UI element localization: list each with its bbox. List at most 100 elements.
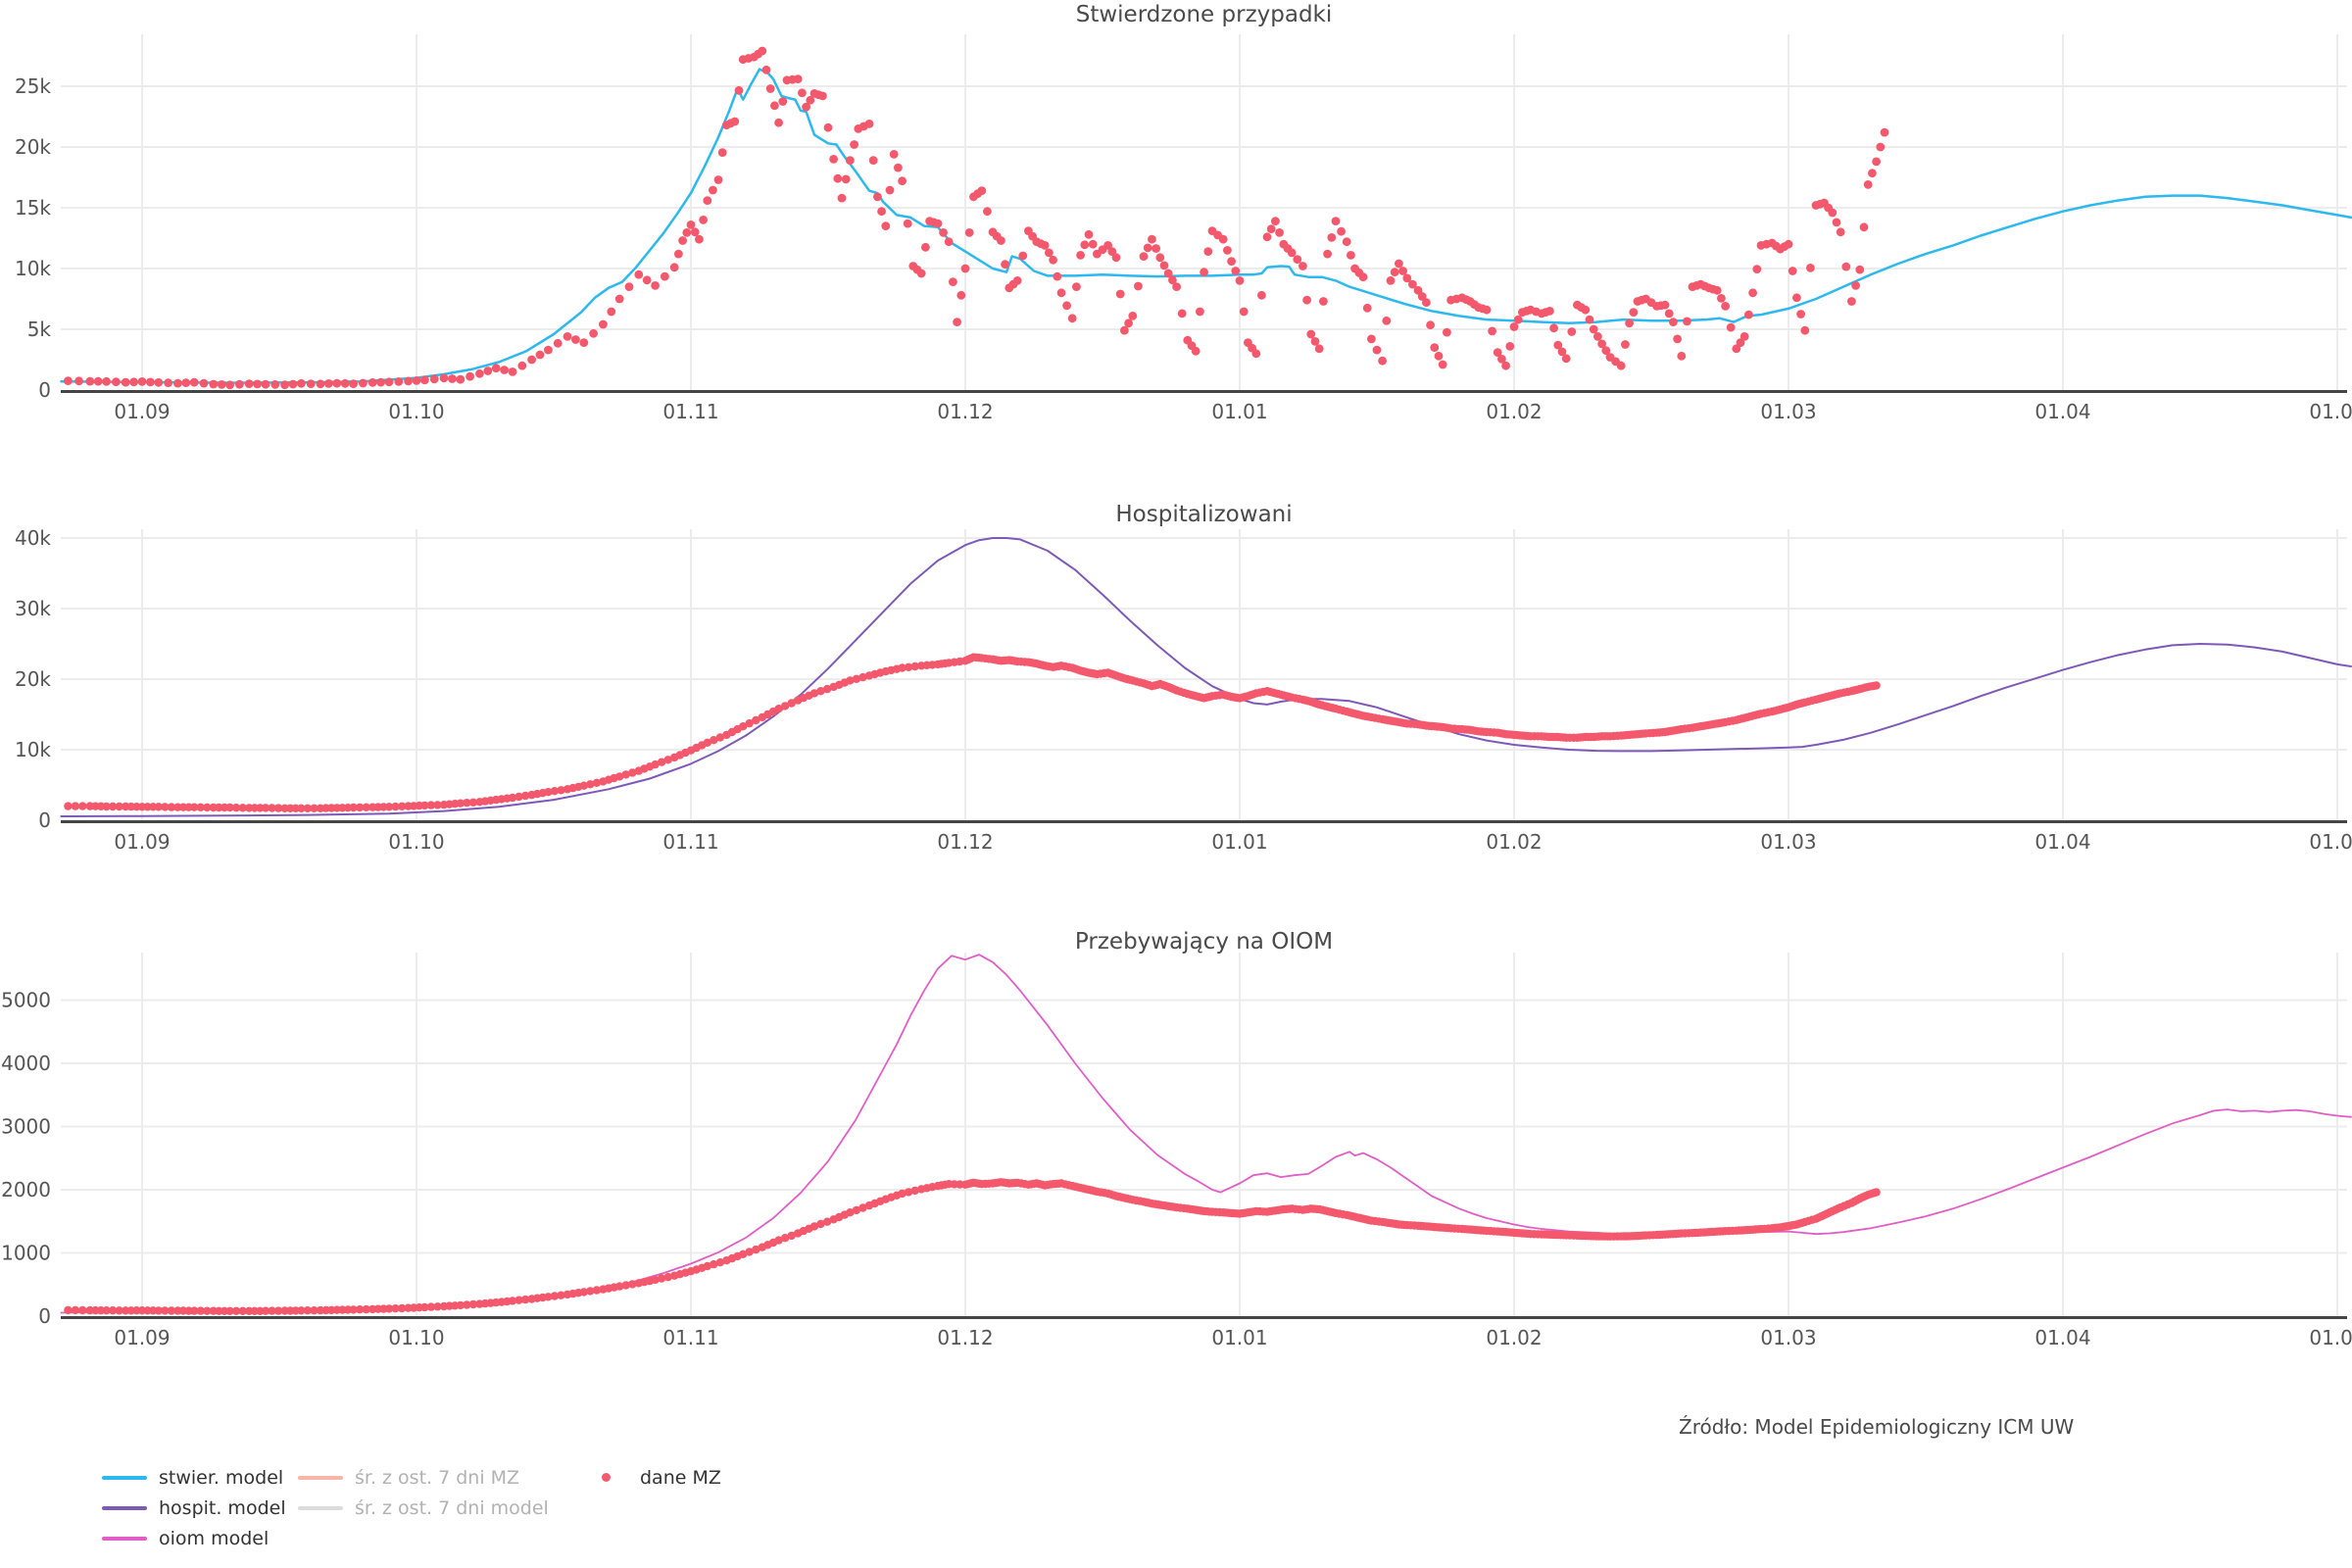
data-point — [550, 787, 560, 796]
legend-item-label: oiom model — [159, 1527, 270, 1549]
data-point — [903, 219, 912, 228]
data-point — [1438, 360, 1447, 369]
data-point — [939, 228, 948, 237]
data-point — [74, 376, 83, 386]
x-tick-label: 01.12 — [937, 830, 993, 854]
data-point — [904, 662, 913, 671]
data-point — [770, 101, 779, 111]
data-point — [822, 1217, 832, 1226]
data-point — [1398, 267, 1407, 275]
data-point — [1872, 1188, 1881, 1197]
x-tick-label: 01.09 — [114, 1326, 170, 1349]
data-point — [898, 176, 906, 186]
data-point — [1497, 355, 1506, 364]
data-point — [557, 786, 565, 795]
data-point — [303, 804, 313, 812]
data-point — [527, 355, 536, 365]
data-point — [71, 1305, 80, 1315]
legend-item-stwier-model[interactable]: stwier. model — [102, 1462, 298, 1493]
data-point — [1784, 239, 1793, 249]
data-point — [181, 378, 191, 387]
data-point — [1337, 226, 1346, 236]
data-point — [841, 174, 851, 184]
legend-dot-swatch — [602, 1473, 611, 1482]
data-point — [235, 379, 244, 389]
data-point — [420, 1302, 429, 1312]
data-point — [1581, 305, 1591, 315]
data-point — [1545, 307, 1554, 316]
x-tick-label: 01.11 — [662, 830, 718, 854]
data-point — [1621, 340, 1630, 349]
legend-line-swatch — [102, 1505, 147, 1510]
data-point — [517, 361, 527, 370]
y-tick-label: 10k — [15, 738, 51, 761]
x-tick-label: 01.09 — [114, 400, 170, 423]
legend-item-hospit-model[interactable]: hospit. model — [102, 1493, 298, 1523]
data-point — [1482, 305, 1492, 315]
data-point — [739, 722, 748, 731]
data-point — [1084, 229, 1094, 239]
data-point — [1134, 281, 1143, 291]
data-point — [1509, 322, 1519, 331]
x-tick-label: 01.05 — [2309, 830, 2352, 854]
data-point — [456, 799, 465, 808]
data-point — [231, 1306, 241, 1316]
data-point — [579, 781, 588, 790]
data-point — [203, 803, 212, 812]
data-point — [64, 1305, 73, 1315]
data-point — [225, 803, 234, 812]
data-point — [699, 216, 708, 224]
data-point — [628, 768, 637, 777]
x-tick-label: 01.05 — [2309, 1326, 2352, 1349]
data-point — [1275, 228, 1284, 237]
data-point — [1561, 354, 1571, 364]
data-point — [910, 662, 919, 671]
data-point — [384, 803, 394, 811]
data-point — [864, 120, 874, 128]
data-point — [1111, 253, 1121, 263]
data-point — [752, 1245, 760, 1254]
data-point — [833, 173, 843, 183]
data-point — [112, 377, 121, 387]
data-point — [189, 377, 199, 387]
data-point — [1088, 239, 1098, 249]
data-point — [715, 733, 725, 742]
y-tick-label: 0 — [38, 1304, 51, 1328]
data-point — [1358, 272, 1368, 282]
data-point — [297, 1306, 306, 1315]
data-point — [1056, 288, 1066, 298]
data-point — [774, 1236, 783, 1245]
data-point — [1395, 259, 1403, 269]
x-tick-label: 01.09 — [114, 830, 170, 854]
data-point — [391, 1304, 400, 1313]
dane-mz-dots — [64, 46, 1889, 390]
data-point — [1557, 347, 1567, 357]
data-point — [717, 148, 727, 158]
data-point — [1629, 308, 1639, 317]
data-point — [1430, 343, 1440, 352]
data-point — [822, 684, 832, 694]
data-point — [761, 65, 771, 74]
data-point — [368, 378, 377, 387]
data-point — [1386, 276, 1396, 285]
data-point — [1872, 157, 1881, 167]
legend-item--r-z-ost-7-dni-model[interactable]: śr. z ost. 7 dni model — [298, 1493, 584, 1523]
data-point — [816, 1219, 825, 1229]
data-point — [1152, 244, 1160, 253]
legend-item--r-z-ost-7-dni-mz[interactable]: śr. z ost. 7 dni MZ — [298, 1462, 584, 1493]
data-point — [167, 803, 176, 811]
legend-item-dane-mz[interactable]: dane MZ — [584, 1462, 721, 1493]
x-tick-label: 01.03 — [1760, 1326, 1816, 1349]
x-tick-label: 01.02 — [1486, 1326, 1542, 1349]
data-point — [1806, 264, 1815, 272]
legend-item-oiom-model[interactable]: oiom model — [102, 1523, 298, 1553]
data-point — [889, 150, 899, 159]
data-point — [850, 140, 858, 149]
data-point — [1012, 276, 1022, 285]
data-point — [1172, 282, 1181, 291]
data-point — [651, 281, 660, 290]
data-point — [774, 118, 783, 127]
data-point — [349, 379, 358, 388]
data-point — [397, 802, 407, 810]
data-point — [615, 772, 624, 781]
